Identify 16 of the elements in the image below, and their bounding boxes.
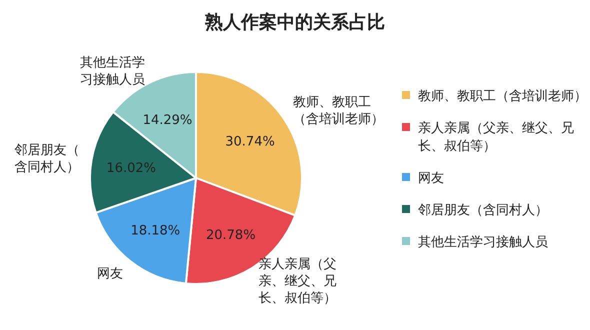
chart-title: 熟人作案中的关系占比 <box>204 12 385 33</box>
legend-label: 网友 <box>418 171 444 186</box>
slice-label: 网友 <box>97 266 124 282</box>
data-label: 16.02% <box>106 160 156 176</box>
data-label: 18.18% <box>130 224 180 239</box>
legend-label: 亲人亲属（父亲、继父、兄长、叔伯等） <box>418 121 574 154</box>
data-label: 30.74% <box>225 134 275 150</box>
slice-label: 其他生活学习接触人员 <box>80 55 145 88</box>
legend-label: 教师、教职工（含培训老师） <box>418 89 587 104</box>
data-label: 20.78% <box>206 228 256 243</box>
slice-label: 教师、教职工（含培训老师） <box>293 95 384 128</box>
slice-label: 邻居朋友（含同村人） <box>14 143 80 176</box>
slice-label: 亲人亲属（父亲、继父、兄长、叔伯等） <box>258 256 336 306</box>
data-label: 14.29% <box>142 112 192 128</box>
legend-label: 邻居朋友（含同村人） <box>418 203 548 218</box>
legend-label: 其他生活学习接触人员 <box>418 235 548 250</box>
